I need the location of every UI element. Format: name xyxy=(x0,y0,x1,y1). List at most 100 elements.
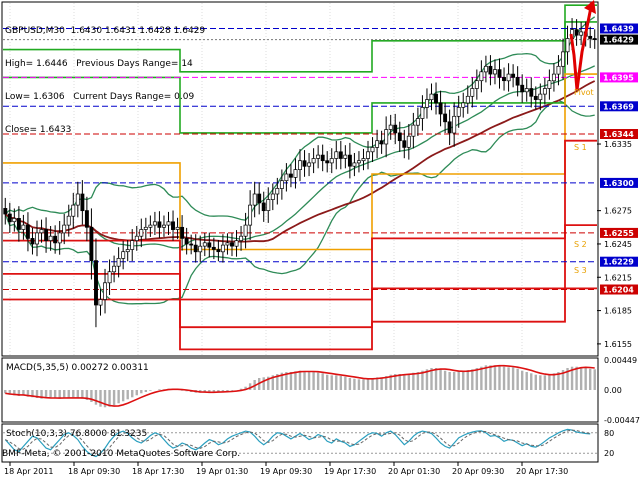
candle-body xyxy=(542,88,547,95)
stoch-axis-label: 20 xyxy=(604,449,614,458)
candle-body xyxy=(103,282,107,300)
candle-body xyxy=(211,246,216,250)
time-tick-label: 18 Apr 2011 xyxy=(4,467,53,476)
ohlc-header: GBPUSD,M30 1.6430 1.6431 1.6428 1.6429 H… xyxy=(5,4,205,158)
time-tick-label: 18 Apr 17:30 xyxy=(132,467,184,476)
price-badge-label: 1.6255 xyxy=(603,229,634,238)
candle-body xyxy=(189,243,194,246)
candle-body xyxy=(288,173,293,178)
candle-body xyxy=(579,31,584,36)
price-badge-label: 1.6229 xyxy=(603,258,634,267)
time-tick-label: 19 Apr 09:30 xyxy=(260,467,312,476)
price-badge xyxy=(600,284,638,295)
candle-body xyxy=(71,204,76,217)
candle-body xyxy=(94,260,98,306)
price-badge xyxy=(600,34,638,45)
candle-body xyxy=(266,199,271,211)
candle-body xyxy=(356,160,361,164)
macd-panel xyxy=(1,357,599,423)
candle-body xyxy=(53,235,58,244)
candle-body xyxy=(220,244,225,253)
candle-body xyxy=(465,95,470,104)
candle-body xyxy=(329,158,334,164)
candle-body xyxy=(62,224,67,234)
candle-body xyxy=(80,193,85,212)
candle-body xyxy=(139,229,144,237)
candle-body xyxy=(384,129,389,145)
candle-body xyxy=(456,107,461,117)
candle-body xyxy=(375,140,380,148)
stoch-panel xyxy=(1,423,599,463)
candle-body xyxy=(202,242,207,247)
candle-body xyxy=(279,180,284,189)
candle-body xyxy=(239,235,244,241)
candle-body xyxy=(134,235,139,241)
candle-body xyxy=(252,193,257,206)
s1-label: S 1 xyxy=(574,143,587,152)
candle-body xyxy=(561,51,565,67)
price-badge xyxy=(600,101,638,112)
candle-body xyxy=(497,69,502,78)
time-tick-label: 18 Apr 09:30 xyxy=(68,467,120,476)
candle-body xyxy=(447,121,452,134)
price-badge-label: 1.6369 xyxy=(603,102,634,111)
candle-body xyxy=(121,251,126,259)
resistance-2-line xyxy=(3,4,597,73)
candle-body xyxy=(166,221,171,226)
candle-body xyxy=(393,124,398,134)
candle-body xyxy=(402,140,407,148)
price-badge-label: 1.6204 xyxy=(603,286,634,295)
stoch-axis-label: 80 xyxy=(604,429,614,438)
s2-label: S 2 xyxy=(574,240,587,249)
candle-body xyxy=(225,242,230,246)
candle-body xyxy=(16,218,21,230)
candle-body xyxy=(248,204,253,226)
candle-body xyxy=(39,229,44,234)
price-tick-label: 1.6245 xyxy=(604,240,632,249)
candle-body xyxy=(488,65,493,75)
candle-body xyxy=(493,69,497,75)
price-tick-label: 1.6335 xyxy=(604,140,632,149)
candle-body xyxy=(230,242,234,247)
candle-body xyxy=(533,95,538,100)
candle-body xyxy=(198,245,203,253)
candle-body xyxy=(216,249,221,253)
candle-body xyxy=(21,224,26,230)
candle-body xyxy=(302,160,307,167)
candle-body xyxy=(443,113,448,123)
candle-body xyxy=(143,226,148,230)
stoch-k-line xyxy=(4,428,591,458)
candle-body xyxy=(320,154,325,162)
candle-body xyxy=(157,221,162,228)
candle-body xyxy=(352,162,357,167)
candle-body xyxy=(162,224,166,228)
price-tick-label: 1.6155 xyxy=(604,340,632,349)
candle-body xyxy=(434,93,438,104)
candle-body xyxy=(284,173,289,182)
candle-body xyxy=(66,215,71,226)
candle-body xyxy=(347,154,352,167)
resistance-1-line xyxy=(3,21,597,134)
candle-body xyxy=(44,229,49,241)
candle-body xyxy=(130,240,135,250)
candle-body xyxy=(3,208,8,215)
candle-body xyxy=(25,224,30,239)
price-badge-label: 1.6395 xyxy=(603,73,634,82)
time-tick-label: 19 Apr 01:30 xyxy=(196,467,248,476)
price-badge xyxy=(600,256,638,267)
candle-body xyxy=(483,65,488,73)
price-badge xyxy=(600,72,638,83)
time-tick-label: 20 Apr 17:30 xyxy=(516,467,568,476)
price-badge-label: 1.6300 xyxy=(603,179,634,188)
candle-body xyxy=(452,115,457,134)
candle-body xyxy=(148,224,153,228)
support-3-line xyxy=(3,287,597,351)
copyright-text: BMF-Meta, © 2001-2010 MetaQuotes Softwar… xyxy=(2,449,241,459)
candle-body xyxy=(184,238,189,245)
candle-body xyxy=(524,88,529,93)
support-2-line xyxy=(3,224,597,329)
moving-average-line xyxy=(4,80,596,243)
candle-body xyxy=(257,193,262,204)
